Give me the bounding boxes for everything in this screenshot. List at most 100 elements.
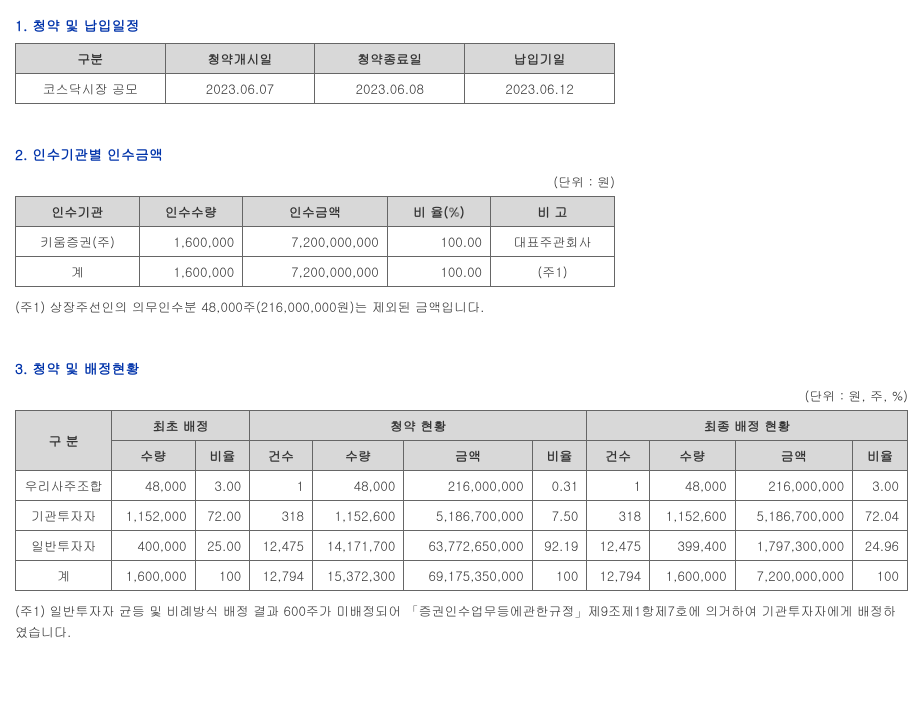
cell-init-ratio: 100 (195, 560, 250, 590)
section-allocation: 3. 청약 및 배정현황 (단위 : 원, 주, %) 구 분 최초 배정 청약… (15, 358, 908, 643)
cell-fin-cnt: 12,794 (587, 560, 650, 590)
cell-fin-cnt: 1 (587, 470, 650, 500)
cell-sub-ratio: 0.31 (532, 470, 587, 500)
cell-fin-ratio: 72.04 (853, 500, 908, 530)
cell-qty: 1,600,000 (139, 227, 242, 257)
section1-title: 1. 청약 및 납입일정 (15, 15, 908, 35)
col-initial: 최초 배정 (112, 410, 250, 440)
cell-sub-ratio: 92.19 (532, 530, 587, 560)
cell-category: 코스닥시장 공모 (16, 74, 166, 104)
cell-fin-amt: 5,186,700,000 (735, 500, 853, 530)
cell-sub-amt: 5,186,700,000 (404, 500, 532, 530)
col-fin-ratio: 비율 (853, 440, 908, 470)
col-category: 구분 (16, 44, 166, 74)
col-qty: 인수수량 (139, 197, 242, 227)
cell-note: 대표주관회사 (491, 227, 615, 257)
cell-init-qty: 1,600,000 (112, 560, 195, 590)
allocation-table: 구 분 최초 배정 청약 현황 최종 배정 현황 수량 비율 건수 수량 금액 … (15, 410, 908, 591)
cell-amt: 7,200,000,000 (243, 227, 388, 257)
col-end-date: 청약종료일 (315, 44, 465, 74)
section-underwriter: 2. 인수기관별 인수금액 (단위 : 원) 인수기관 인수수량 인수금액 비 … (15, 144, 908, 318)
col-fin-cnt: 건수 (587, 440, 650, 470)
cell-fin-qty: 1,600,000 (650, 560, 736, 590)
table-row: 계 1,600,000 7,200,000,000 100.00 (주1) (16, 257, 615, 287)
col-sub-ratio: 비율 (532, 440, 587, 470)
cell-fin-cnt: 12,475 (587, 530, 650, 560)
cell-sub-qty: 48,000 (312, 470, 403, 500)
cell-sub-qty: 1,152,600 (312, 500, 403, 530)
cell-fin-qty: 1,152,600 (650, 500, 736, 530)
col-subscription: 청약 현황 (250, 410, 587, 440)
cell-start: 2023.06.07 (165, 74, 315, 104)
col-ratio: 비 율(%) (387, 197, 490, 227)
col-note: 비 고 (491, 197, 615, 227)
cell-fin-amt: 7,200,000,000 (735, 560, 853, 590)
cell-cat: 계 (16, 560, 112, 590)
col-start-date: 청약개시일 (165, 44, 315, 74)
table-row: 코스닥시장 공모 2023.06.07 2023.06.08 2023.06.1… (16, 74, 615, 104)
cell-cat: 일반투자자 (16, 530, 112, 560)
cell-fin-qty: 48,000 (650, 470, 736, 500)
cell-end: 2023.06.08 (315, 74, 465, 104)
cell-amt: 7,200,000,000 (243, 257, 388, 287)
cell-ratio: 100.00 (387, 227, 490, 257)
cell-qty: 1,600,000 (139, 257, 242, 287)
cell-fin-amt: 216,000,000 (735, 470, 853, 500)
col-payment-date: 납입기일 (465, 44, 615, 74)
cell-fin-ratio: 100 (853, 560, 908, 590)
section3-title: 3. 청약 및 배정현황 (15, 358, 908, 378)
col-init-qty: 수량 (112, 440, 195, 470)
section2-title: 2. 인수기관별 인수금액 (15, 144, 908, 164)
col-sub-cnt: 건수 (250, 440, 313, 470)
schedule-table: 구분 청약개시일 청약종료일 납입기일 코스닥시장 공모 2023.06.07 … (15, 43, 615, 104)
cell-fin-qty: 399,400 (650, 530, 736, 560)
cell-sub-ratio: 100 (532, 560, 587, 590)
cell-sub-qty: 14,171,700 (312, 530, 403, 560)
cell-cat: 기관투자자 (16, 500, 112, 530)
cell-sub-amt: 216,000,000 (404, 470, 532, 500)
section2-footnote: (주1) 상장주선인의 의무인수분 48,000주(216,000,000원)는… (15, 297, 908, 318)
cell-fin-ratio: 24.96 (853, 530, 908, 560)
col-amt: 인수금액 (243, 197, 388, 227)
table-row: 계1,600,00010012,79415,372,30069,175,350,… (16, 560, 908, 590)
cell-init-qty: 48,000 (112, 470, 195, 500)
col-final: 최종 배정 현황 (587, 410, 908, 440)
section3-unit: (단위 : 원, 주, %) (15, 386, 908, 405)
col-fin-amt: 금액 (735, 440, 853, 470)
cell-fin-amt: 1,797,300,000 (735, 530, 853, 560)
cell-note: (주1) (491, 257, 615, 287)
cell-init-qty: 400,000 (112, 530, 195, 560)
cell-payment: 2023.06.12 (465, 74, 615, 104)
cell-sub-amt: 69,175,350,000 (404, 560, 532, 590)
cell-org: 계 (16, 257, 140, 287)
table-row: 기관투자자1,152,00072.003181,152,6005,186,700… (16, 500, 908, 530)
cell-init-ratio: 3.00 (195, 470, 250, 500)
cell-init-qty: 1,152,000 (112, 500, 195, 530)
cell-sub-qty: 15,372,300 (312, 560, 403, 590)
cell-sub-cnt: 12,794 (250, 560, 313, 590)
cell-ratio: 100.00 (387, 257, 490, 287)
col-init-ratio: 비율 (195, 440, 250, 470)
cell-init-ratio: 25.00 (195, 530, 250, 560)
cell-cat: 우리사주조합 (16, 470, 112, 500)
col-sub-qty: 수량 (312, 440, 403, 470)
col-org: 인수기관 (16, 197, 140, 227)
underwriter-table: 인수기관 인수수량 인수금액 비 율(%) 비 고 키움증권(주) 1,600,… (15, 196, 615, 287)
col-sub-amt: 금액 (404, 440, 532, 470)
section-schedule: 1. 청약 및 납입일정 구분 청약개시일 청약종료일 납입기일 코스닥시장 공… (15, 15, 908, 104)
section3-footnote: (주1) 일반투자자 균등 및 비례방식 배정 결과 600주가 미배정되어 「… (15, 601, 908, 643)
cell-org: 키움증권(주) (16, 227, 140, 257)
cell-sub-cnt: 318 (250, 500, 313, 530)
table-row: 우리사주조합48,0003.00148,000216,000,0000.3114… (16, 470, 908, 500)
table-row: 키움증권(주) 1,600,000 7,200,000,000 100.00 대… (16, 227, 615, 257)
cell-sub-ratio: 7.50 (532, 500, 587, 530)
cell-sub-cnt: 12,475 (250, 530, 313, 560)
cell-fin-ratio: 3.00 (853, 470, 908, 500)
table-row: 일반투자자400,00025.0012,47514,171,70063,772,… (16, 530, 908, 560)
section2-unit: (단위 : 원) (15, 172, 615, 191)
col-fin-qty: 수량 (650, 440, 736, 470)
cell-sub-amt: 63,772,650,000 (404, 530, 532, 560)
cell-fin-cnt: 318 (587, 500, 650, 530)
cell-sub-cnt: 1 (250, 470, 313, 500)
cell-init-ratio: 72.00 (195, 500, 250, 530)
